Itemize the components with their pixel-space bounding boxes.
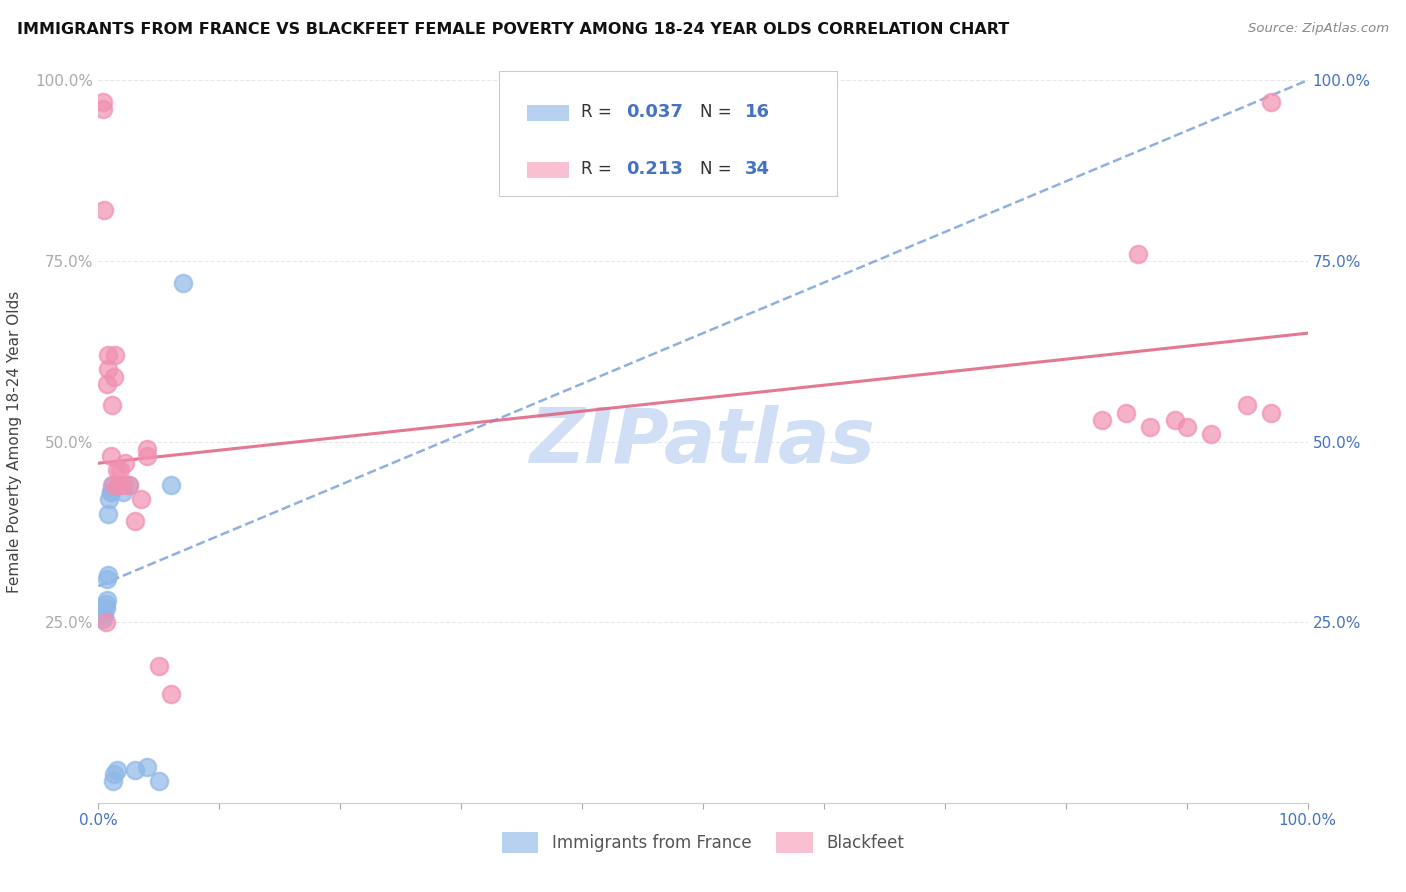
Point [1260, 95, 1282, 109]
Point [124, 764, 146, 778]
Text: Source: ZipAtlas.com: Source: ZipAtlas.com [1249, 22, 1389, 36]
Point [100, 485, 122, 500]
Text: 0.037: 0.037 [626, 103, 682, 121]
Point [94, 600, 117, 615]
Point [114, 456, 136, 470]
Point [129, 492, 152, 507]
Text: R =: R = [581, 161, 617, 178]
Point [148, 774, 170, 789]
Point [96, 593, 118, 607]
Point [105, 463, 128, 477]
Point [98, 492, 121, 507]
Point [101, 774, 124, 789]
Point [1163, 413, 1185, 427]
Text: N =: N = [700, 103, 737, 121]
Point [91, 611, 114, 625]
Point [96, 376, 118, 391]
Point [101, 478, 124, 492]
Point [111, 485, 134, 500]
Point [100, 398, 122, 412]
Y-axis label: Female Poverty Among 18-24 Year Olds: Female Poverty Among 18-24 Year Olds [7, 291, 21, 592]
Point [1175, 420, 1198, 434]
Point [172, 276, 194, 290]
Point [108, 463, 131, 477]
Point [135, 449, 157, 463]
Point [135, 442, 157, 456]
Point [103, 369, 125, 384]
Point [97, 362, 120, 376]
Point [1236, 398, 1258, 412]
Text: N =: N = [700, 161, 737, 178]
Point [135, 760, 157, 774]
Point [97, 568, 120, 582]
Point [160, 478, 183, 492]
Point [94, 615, 117, 630]
Point [160, 687, 183, 701]
Point [105, 764, 128, 778]
Point [94, 597, 117, 611]
Point [91, 95, 114, 109]
Point [100, 478, 122, 492]
Point [107, 478, 129, 492]
Point [97, 348, 120, 362]
Point [100, 449, 122, 463]
Text: ZIPatlas: ZIPatlas [530, 405, 876, 478]
Point [1128, 246, 1150, 260]
Text: 16: 16 [745, 103, 770, 121]
Point [118, 478, 141, 492]
Point [1091, 413, 1114, 427]
Point [124, 514, 146, 528]
Point [91, 102, 114, 116]
Text: 0.213: 0.213 [626, 161, 682, 178]
Point [100, 485, 122, 500]
Text: IMMIGRANTS FROM FRANCE VS BLACKFEET FEMALE POVERTY AMONG 18-24 YEAR OLDS CORRELA: IMMIGRANTS FROM FRANCE VS BLACKFEET FEMA… [17, 22, 1010, 37]
Point [1199, 427, 1222, 442]
Point [96, 572, 118, 586]
Point [104, 348, 127, 362]
Text: R =: R = [581, 103, 617, 121]
Legend: Immigrants from France, Blackfeet: Immigrants from France, Blackfeet [495, 826, 911, 860]
Point [103, 767, 125, 781]
Point [111, 478, 134, 492]
Point [118, 478, 141, 492]
Point [148, 658, 170, 673]
Text: 34: 34 [745, 161, 770, 178]
Point [93, 607, 115, 622]
Point [1260, 406, 1282, 420]
Point [97, 507, 120, 521]
Point [93, 203, 115, 218]
Point [1115, 406, 1137, 420]
Point [1139, 420, 1161, 434]
